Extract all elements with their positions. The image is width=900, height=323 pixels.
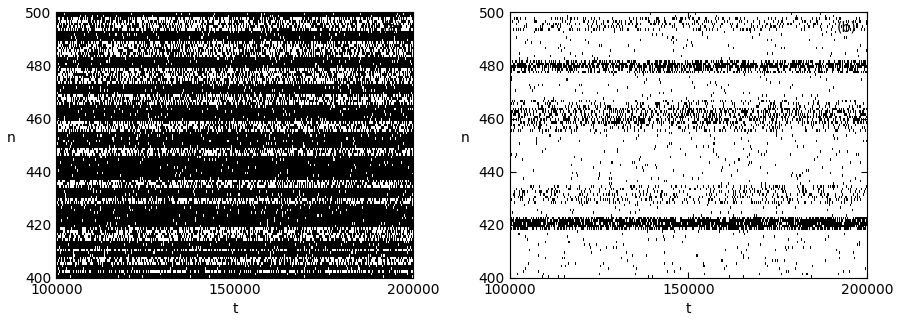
Y-axis label: n: n [461,131,469,145]
Text: (a): (a) [383,20,402,35]
X-axis label: t: t [686,302,691,316]
Y-axis label: n: n [7,131,15,145]
X-axis label: t: t [232,302,238,316]
Text: (b): (b) [836,20,856,35]
